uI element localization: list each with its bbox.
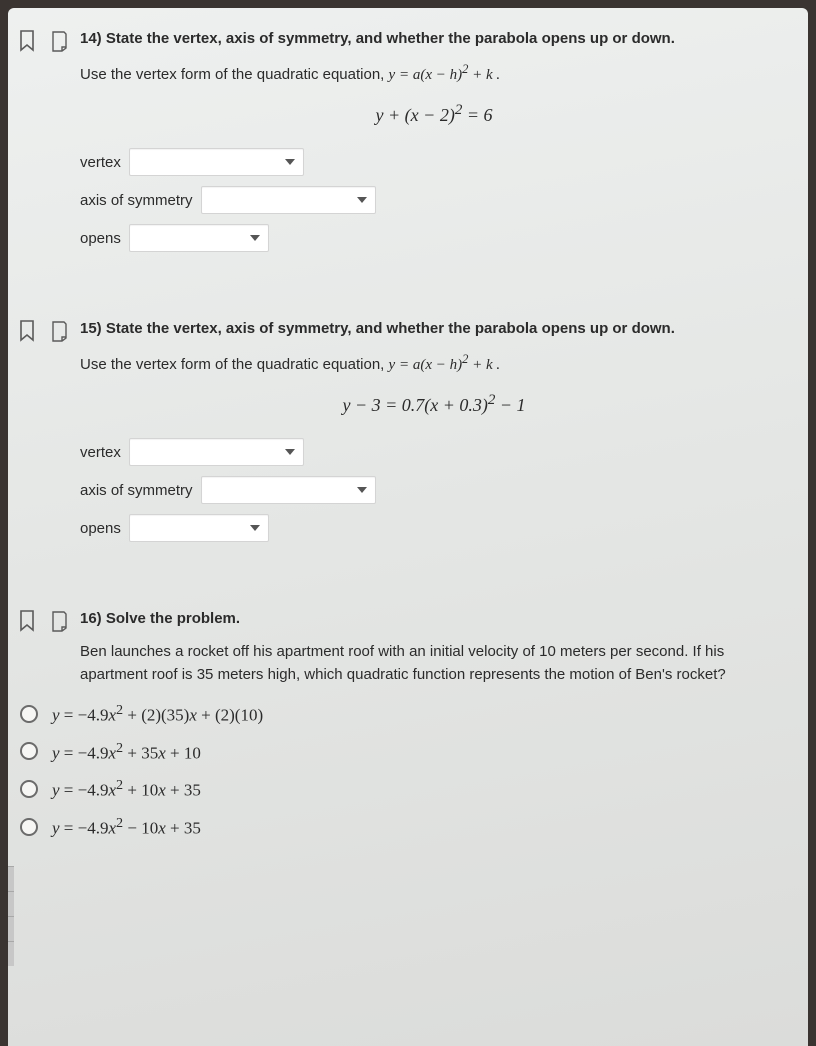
question-14: 14) State the vertex, axis of symmetry, … bbox=[18, 28, 788, 262]
worksheet-page: 14) State the vertex, axis of symmetry, … bbox=[8, 8, 808, 1046]
chevron-down-icon bbox=[285, 449, 295, 455]
question-number: 16) bbox=[80, 610, 102, 627]
field-label: opens bbox=[80, 230, 121, 247]
radio-icon bbox=[20, 818, 38, 836]
field-label: axis of symmetry bbox=[80, 482, 193, 499]
display-equation: y − 3 = 0.7(x + 0.3)2 − 1 bbox=[80, 392, 788, 416]
option-c[interactable]: y = −4.9x2 + 10x + 35 bbox=[20, 777, 788, 801]
field-vertex: vertex bbox=[80, 148, 788, 176]
field-label: vertex bbox=[80, 444, 121, 461]
option-math: y = −4.9x2 − 10x + 35 bbox=[52, 815, 201, 839]
question-instruction: Use the vertex form of the quadratic equ… bbox=[80, 351, 788, 376]
note-icon[interactable] bbox=[50, 610, 68, 632]
question-16: 16) Solve the problem. Ben launches a ro… bbox=[18, 608, 788, 853]
chevron-down-icon bbox=[285, 159, 295, 165]
chevron-down-icon bbox=[250, 235, 260, 241]
question-icons bbox=[18, 610, 68, 632]
question-title-text: State the vertex, axis of symmetry, and … bbox=[106, 320, 675, 337]
bookmark-icon[interactable] bbox=[18, 610, 36, 632]
radio-icon bbox=[20, 705, 38, 723]
field-axis: axis of symmetry bbox=[80, 186, 788, 214]
question-icons bbox=[18, 30, 68, 52]
instruction-math: y = a(x − h)2 + k . bbox=[389, 67, 501, 83]
question-number: 15) bbox=[80, 320, 102, 337]
field-axis: axis of symmetry bbox=[80, 476, 788, 504]
note-icon[interactable] bbox=[50, 320, 68, 342]
question-instruction: Use the vertex form of the quadratic equ… bbox=[80, 61, 788, 86]
instruction-prefix: Use the vertex form of the quadratic equ… bbox=[80, 66, 389, 83]
field-opens: opens bbox=[80, 224, 788, 252]
vertex-dropdown[interactable] bbox=[129, 148, 304, 176]
option-math: y = −4.9x2 + 10x + 35 bbox=[52, 777, 201, 801]
question-title-text: State the vertex, axis of symmetry, and … bbox=[106, 30, 675, 47]
bookmark-icon[interactable] bbox=[18, 30, 36, 52]
question-icons bbox=[18, 320, 68, 342]
option-math: y = −4.9x2 + (2)(35)x + (2)(10) bbox=[52, 702, 263, 726]
option-math: y = −4.9x2 + 35x + 10 bbox=[52, 740, 201, 764]
question-body: 16) Solve the problem. Ben launches a ro… bbox=[80, 608, 788, 853]
axis-dropdown[interactable] bbox=[201, 186, 376, 214]
chevron-down-icon bbox=[357, 197, 367, 203]
field-label: opens bbox=[80, 520, 121, 537]
question-paragraph: Ben launches a rocket off his apartment … bbox=[80, 641, 788, 686]
field-label: vertex bbox=[80, 154, 121, 171]
question-title: 14) State the vertex, axis of symmetry, … bbox=[80, 28, 788, 49]
option-d[interactable]: y = −4.9x2 − 10x + 35 bbox=[20, 815, 788, 839]
axis-dropdown[interactable] bbox=[201, 476, 376, 504]
chevron-down-icon bbox=[250, 525, 260, 531]
field-vertex: vertex bbox=[80, 438, 788, 466]
note-icon[interactable] bbox=[50, 30, 68, 52]
opens-dropdown[interactable] bbox=[129, 224, 269, 252]
instruction-prefix: Use the vertex form of the quadratic equ… bbox=[80, 356, 389, 373]
radio-icon bbox=[20, 780, 38, 798]
question-body: 15) State the vertex, axis of symmetry, … bbox=[80, 318, 788, 552]
instruction-math: y = a(x − h)2 + k . bbox=[389, 357, 501, 373]
question-15: 15) State the vertex, axis of symmetry, … bbox=[18, 318, 788, 552]
opens-dropdown[interactable] bbox=[129, 514, 269, 542]
radio-icon bbox=[20, 742, 38, 760]
bookmark-icon[interactable] bbox=[18, 320, 36, 342]
question-title: 15) State the vertex, axis of symmetry, … bbox=[80, 318, 788, 339]
option-b[interactable]: y = −4.9x2 + 35x + 10 bbox=[20, 740, 788, 764]
question-title: 16) Solve the problem. bbox=[80, 608, 788, 629]
field-label: axis of symmetry bbox=[80, 192, 193, 209]
display-equation: y + (x − 2)2 = 6 bbox=[80, 102, 788, 126]
question-title-text: Solve the problem. bbox=[106, 610, 240, 627]
edge-ruler bbox=[8, 866, 14, 966]
option-a[interactable]: y = −4.9x2 + (2)(35)x + (2)(10) bbox=[20, 702, 788, 726]
question-body: 14) State the vertex, axis of symmetry, … bbox=[80, 28, 788, 262]
vertex-dropdown[interactable] bbox=[129, 438, 304, 466]
field-opens: opens bbox=[80, 514, 788, 542]
question-number: 14) bbox=[80, 30, 102, 47]
chevron-down-icon bbox=[357, 487, 367, 493]
